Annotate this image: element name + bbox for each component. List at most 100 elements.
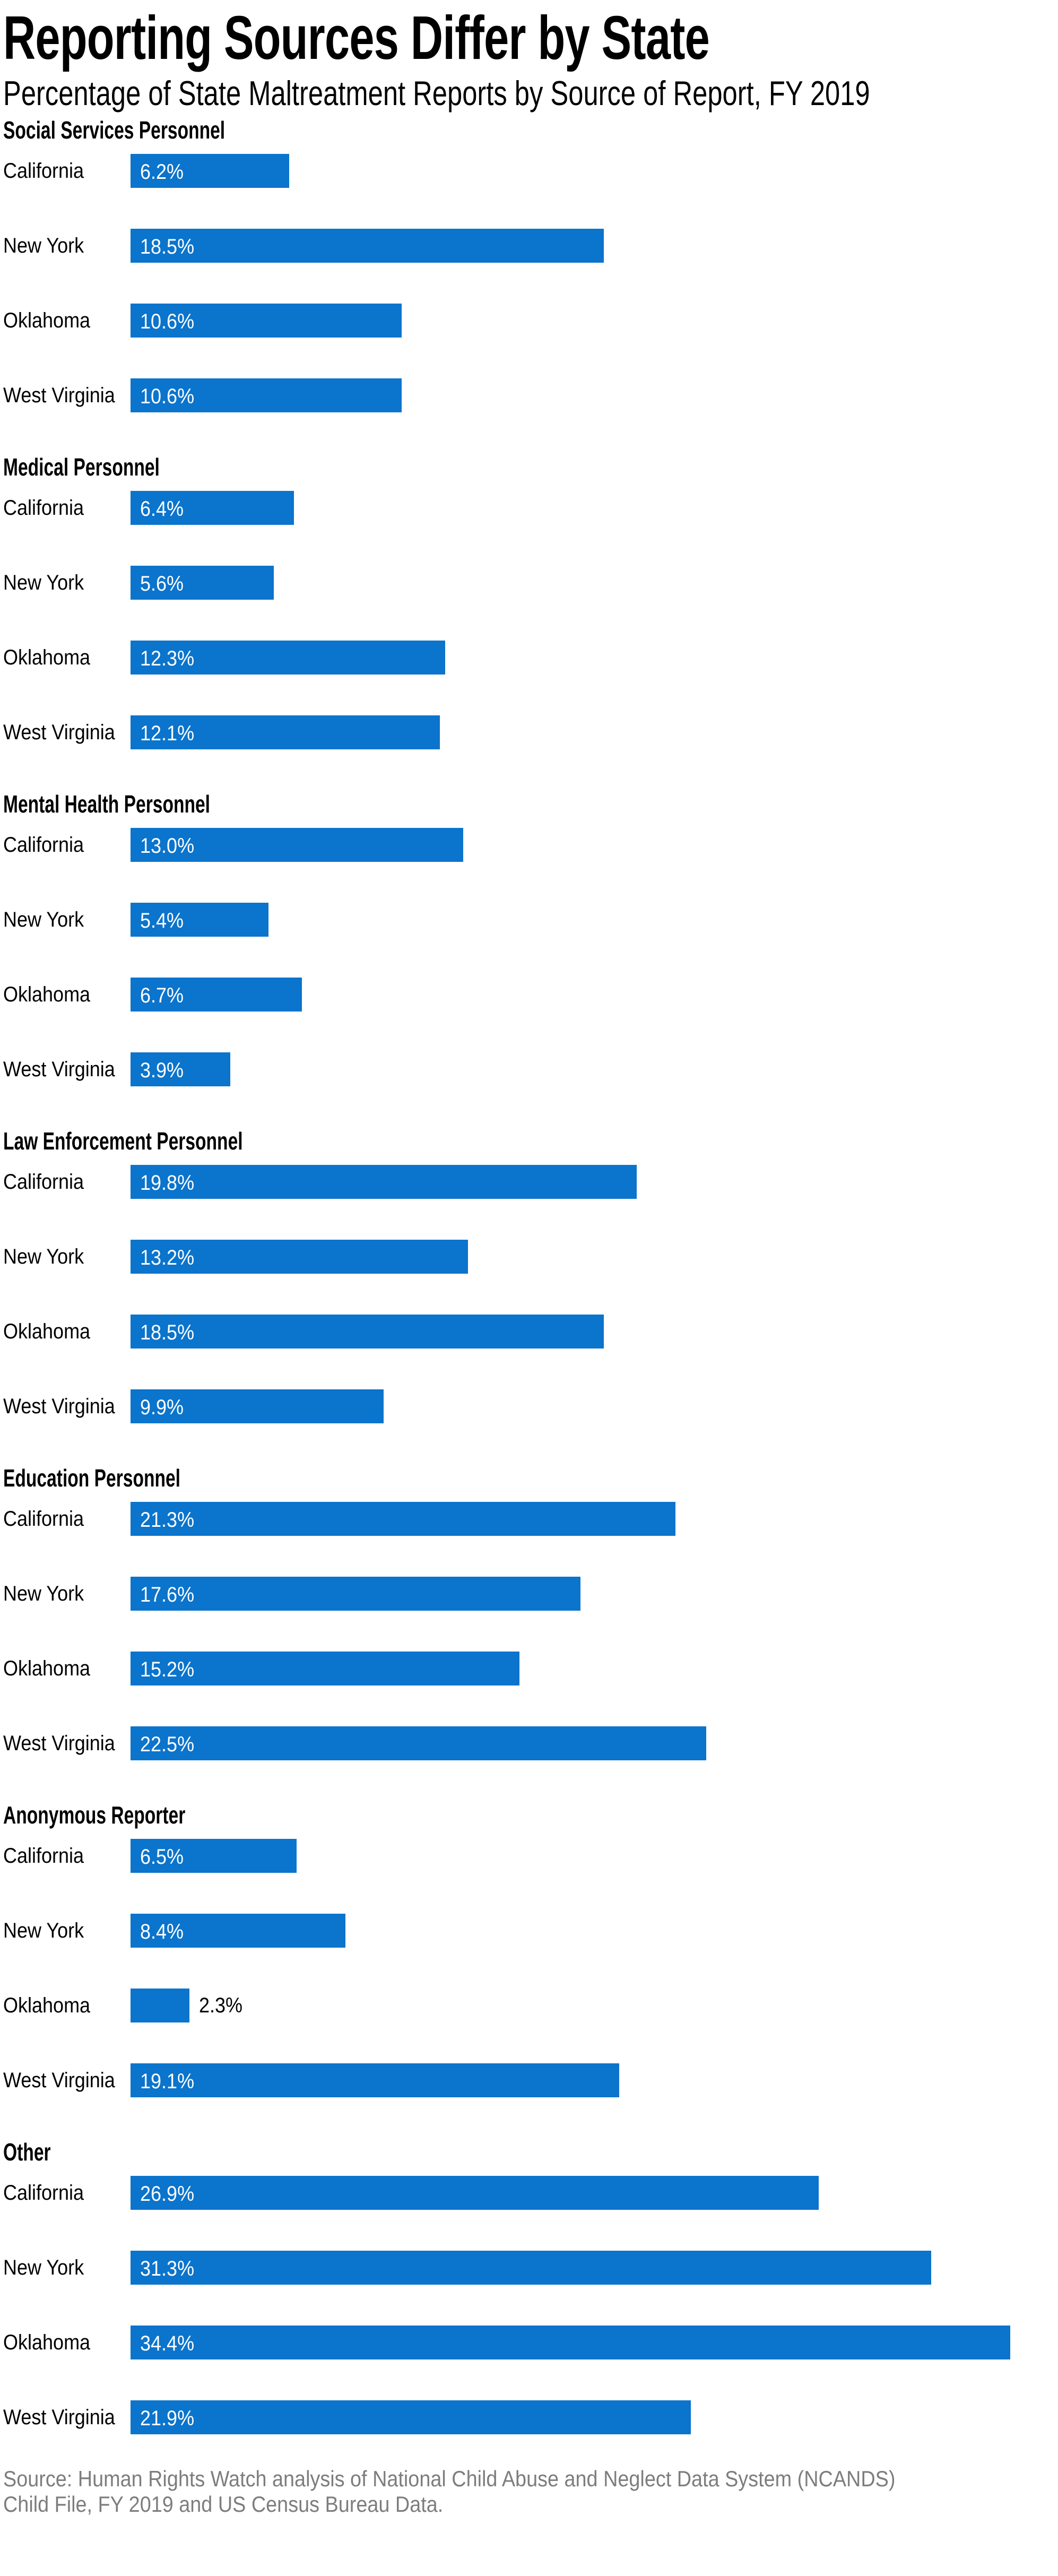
bar-row: Oklahoma 6.7% <box>3 978 1058 1052</box>
bar-value-label: 9.9% <box>140 1396 184 1420</box>
group-header-text: Law Enforcement Personnel <box>3 1127 243 1155</box>
category-label-text: California <box>3 2181 84 2205</box>
category-label-text: Oklahoma <box>3 309 91 333</box>
category-label-text: California <box>3 1170 84 1194</box>
bar: 9.9% <box>131 1389 384 1424</box>
bar: 12.3% <box>131 641 445 675</box>
category-label-text: West Virginia <box>3 384 115 408</box>
category-label: California <box>3 2176 131 2210</box>
source-note: Source: Human Rights Watch analysis of N… <box>3 2466 1058 2517</box>
bar-row: California 6.5% <box>3 1839 1058 1914</box>
group-header: Mental Health Personnel <box>3 790 1058 818</box>
bar-value-label: 34.4% <box>140 2332 195 2356</box>
bar: 15.2% <box>131 1652 519 1686</box>
bar-row: Oklahoma 34.4% <box>3 2326 1058 2400</box>
category-label: West Virginia <box>3 1726 131 1760</box>
bar: 18.5% <box>131 1315 604 1349</box>
category-label-text: New York <box>3 1245 84 1269</box>
bar-row: California 6.4% <box>3 491 1058 566</box>
bar-row: California 6.2% <box>3 154 1058 229</box>
category-label: West Virginia <box>3 1052 131 1086</box>
bar-row: New York 5.4% <box>3 903 1058 978</box>
bar-row: West Virginia 21.9% <box>3 2400 1058 2435</box>
category-label-text: California <box>3 496 84 520</box>
bar-value-label: 2.3% <box>199 1994 243 2018</box>
bar: 26.9% <box>131 2176 819 2210</box>
bar: 6.7% <box>131 978 302 1012</box>
chart-group: Mental Health Personnel California 13.0%… <box>3 790 1058 1087</box>
category-label-text: California <box>3 1844 84 1868</box>
category-label-text: New York <box>3 2256 84 2280</box>
group-header-text: Social Services Personnel <box>3 116 226 144</box>
category-label-text: New York <box>3 234 84 258</box>
bar-value-label: 12.1% <box>140 722 195 746</box>
bar: 6.2% <box>131 154 289 188</box>
bar: 13.0% <box>131 828 463 862</box>
category-label: New York <box>3 903 131 937</box>
bar-value-label: 13.0% <box>140 834 195 858</box>
bar-row: California 21.3% <box>3 1502 1058 1577</box>
group-rows: California 26.9% New York 31.3% Oklahoma… <box>3 2176 1058 2435</box>
bar-value-label: 10.6% <box>140 385 195 409</box>
bar-value-label: 19.1% <box>140 2070 195 2094</box>
category-label: New York <box>3 566 131 600</box>
group-rows: California 21.3% New York 17.6% Oklahoma… <box>3 1502 1058 1761</box>
bar-value-label: 17.6% <box>140 1583 195 1607</box>
category-label: California <box>3 154 131 188</box>
bar-row: West Virginia 10.6% <box>3 378 1058 413</box>
category-label-text: California <box>3 1507 84 1531</box>
category-label: Oklahoma <box>3 641 131 675</box>
chart-group: Other California 26.9% New York 31.3% Ok… <box>3 2138 1058 2435</box>
category-label: Oklahoma <box>3 2326 131 2359</box>
bar-value-label: 6.5% <box>140 1845 184 1869</box>
group-header-text: Anonymous Reporter <box>3 1801 186 1829</box>
bar: 5.6% <box>131 566 274 600</box>
bar-value-label: 15.2% <box>140 1658 195 1682</box>
category-label: California <box>3 1165 131 1199</box>
bar-row: New York 31.3% <box>3 2251 1058 2326</box>
bar-row: West Virginia 22.5% <box>3 1726 1058 1761</box>
bar: 3.9% <box>131 1052 230 1087</box>
bar-value-label: 18.5% <box>140 1321 195 1345</box>
group-rows: California 19.8% New York 13.2% Oklahoma… <box>3 1165 1058 1424</box>
bar: 21.9% <box>131 2400 691 2435</box>
category-label-text: New York <box>3 571 84 595</box>
bar-value-label: 26.9% <box>140 2182 195 2206</box>
group-rows: California 6.4% New York 5.6% Oklahoma 1… <box>3 491 1058 750</box>
bar: 10.6% <box>131 304 402 338</box>
bar: 21.3% <box>131 1502 675 1536</box>
category-label: New York <box>3 229 131 263</box>
bar-value-label: 6.4% <box>140 497 184 521</box>
source-note-line2: Child File, FY 2019 and US Census Bureau… <box>3 2492 444 2517</box>
category-label-text: West Virginia <box>3 1395 115 1419</box>
category-label: California <box>3 1502 131 1536</box>
bar-value-label: 12.3% <box>140 647 195 671</box>
bar-row: Oklahoma 18.5% <box>3 1315 1058 1389</box>
bar-value-label: 3.9% <box>140 1059 184 1083</box>
category-label: California <box>3 828 131 862</box>
group-header: Other <box>3 2138 1058 2166</box>
bar-value-label: 19.8% <box>140 1171 195 1195</box>
category-label: New York <box>3 1914 131 1948</box>
category-label: New York <box>3 1577 131 1611</box>
bar-value-label: 10.6% <box>140 310 195 334</box>
bar-value-label: 18.5% <box>140 235 195 259</box>
bar-row: Oklahoma 10.6% <box>3 304 1058 378</box>
group-header: Education Personnel <box>3 1464 1058 1492</box>
source-note-line1: Source: Human Rights Watch analysis of N… <box>3 2466 896 2492</box>
bar-row: New York 13.2% <box>3 1240 1058 1315</box>
bar-row: California 13.0% <box>3 828 1058 903</box>
group-header-text: Medical Personnel <box>3 453 160 481</box>
group-rows: California 13.0% New York 5.4% Oklahoma … <box>3 828 1058 1087</box>
category-label: Oklahoma <box>3 304 131 338</box>
category-label: California <box>3 491 131 525</box>
bar-row: California 19.8% <box>3 1165 1058 1240</box>
category-label-text: West Virginia <box>3 2406 115 2430</box>
category-label-text: California <box>3 833 84 857</box>
bar-row: Oklahoma 15.2% <box>3 1652 1058 1726</box>
bar: 6.4% <box>131 491 294 525</box>
chart-group: Social Services Personnel California 6.2… <box>3 116 1058 413</box>
group-header-text: Education Personnel <box>3 1464 180 1492</box>
bar-value-label: 22.5% <box>140 1733 195 1757</box>
bar-row: California 26.9% <box>3 2176 1058 2251</box>
